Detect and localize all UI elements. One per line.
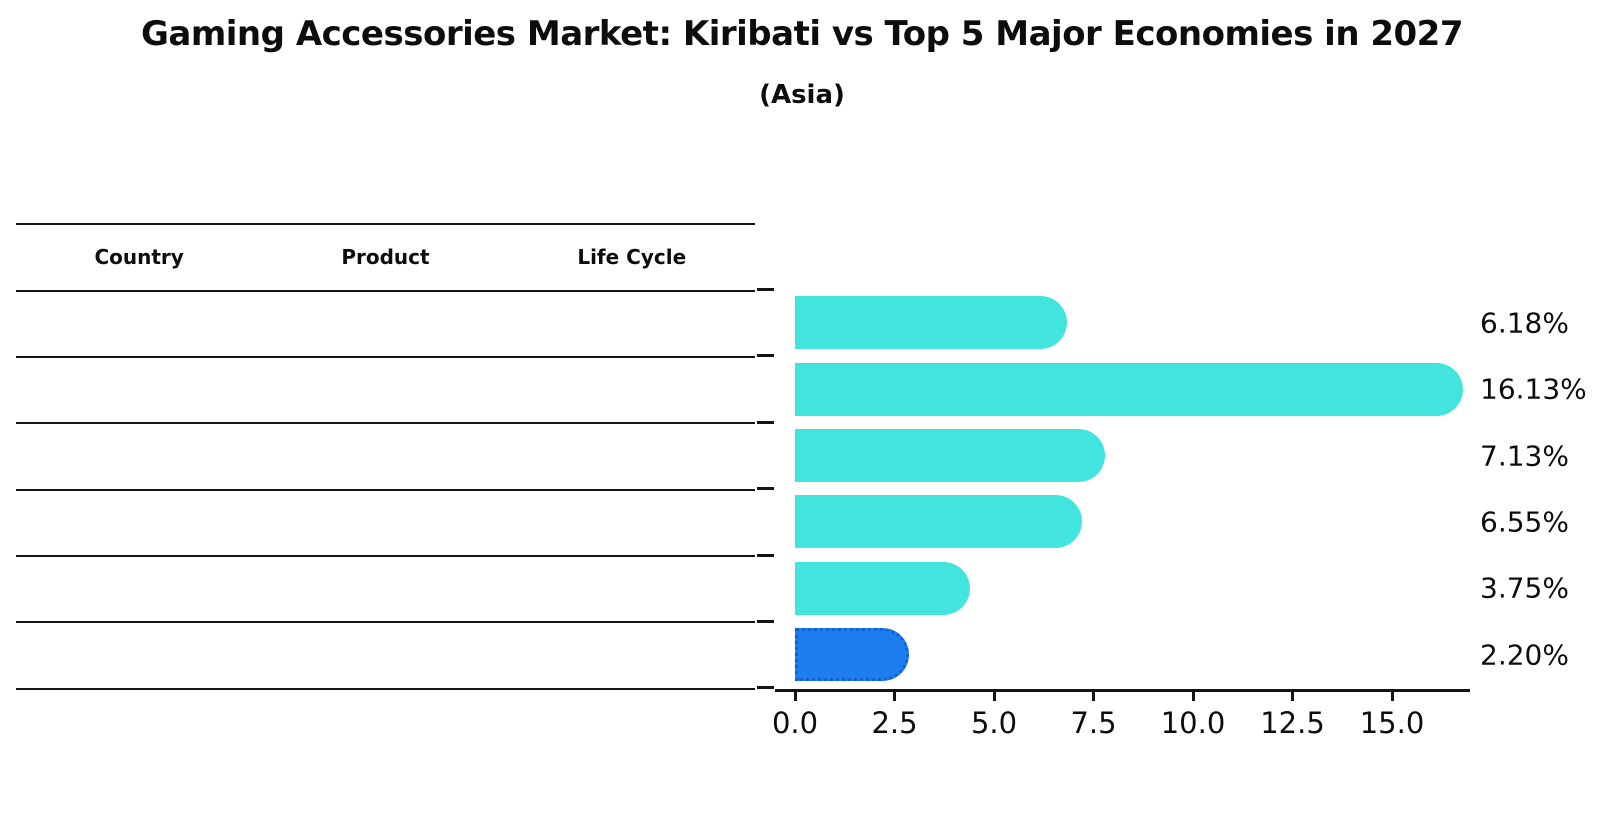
x-axis-tick: [1291, 692, 1294, 701]
y-axis-tick: [757, 553, 774, 557]
table-header-row: Country Product Life Cycle: [16, 225, 755, 292]
table-body: [16, 292, 755, 690]
bar-value-label: 3.75%: [1480, 571, 1569, 605]
bar-value-label: 6.55%: [1480, 505, 1569, 539]
bar-japan: [795, 429, 1105, 482]
x-axis-tick-label: 7.5: [1070, 706, 1117, 740]
table-row: [16, 491, 755, 558]
table-row: [16, 358, 755, 425]
y-axis-tick: [757, 686, 774, 690]
bar-kiribati: [795, 628, 909, 682]
x-axis-tick: [992, 692, 996, 701]
x-axis-line: [775, 689, 1470, 692]
column-header-product: Product: [341, 245, 430, 270]
x-axis-tick: [893, 692, 896, 701]
y-axis-tick: [757, 420, 774, 424]
bar-value-label: 7.13%: [1480, 439, 1569, 472]
x-axis-tick-label: 5.0: [970, 706, 1018, 740]
table-row: [16, 623, 755, 690]
x-axis-tick-label: 2.5: [871, 706, 918, 740]
bar-value-label: 6.18%: [1480, 306, 1569, 340]
chart-title: Gaming Accessories Market: Kiribati vs T…: [141, 14, 1464, 54]
column-header-country: Country: [94, 245, 184, 270]
bar-australia: [795, 495, 1082, 549]
column-header-life-cycle: Life Cycle: [577, 245, 687, 270]
x-axis-tick-label: 15.0: [1359, 706, 1425, 740]
table-row: [16, 424, 755, 491]
y-axis-tick: [757, 354, 774, 358]
chart-subtitle: (Asia): [759, 80, 845, 110]
y-axis-tick: [757, 620, 774, 623]
x-axis-tick-label: 12.5: [1260, 706, 1325, 740]
x-axis-tick-label: 0.0: [771, 706, 819, 740]
x-axis-tick: [1390, 692, 1394, 701]
y-axis-tick: [757, 288, 774, 291]
x-axis-tick: [1092, 692, 1095, 701]
table-row: [16, 557, 755, 624]
bar-value-label: 16.13%: [1480, 372, 1587, 406]
bar-india: [795, 362, 1463, 416]
bar-china: [795, 296, 1067, 350]
x-axis-tick: [793, 692, 797, 701]
country-table: Country Product Life Cycle: [16, 223, 755, 690]
y-axis-tick: [757, 487, 774, 491]
table-row: [16, 292, 755, 358]
x-axis-tick-label: 10.0: [1160, 706, 1226, 740]
x-axis-tick: [1191, 692, 1195, 701]
bar-korea: [795, 561, 971, 615]
bar-value-label: 2.20%: [1480, 638, 1569, 672]
